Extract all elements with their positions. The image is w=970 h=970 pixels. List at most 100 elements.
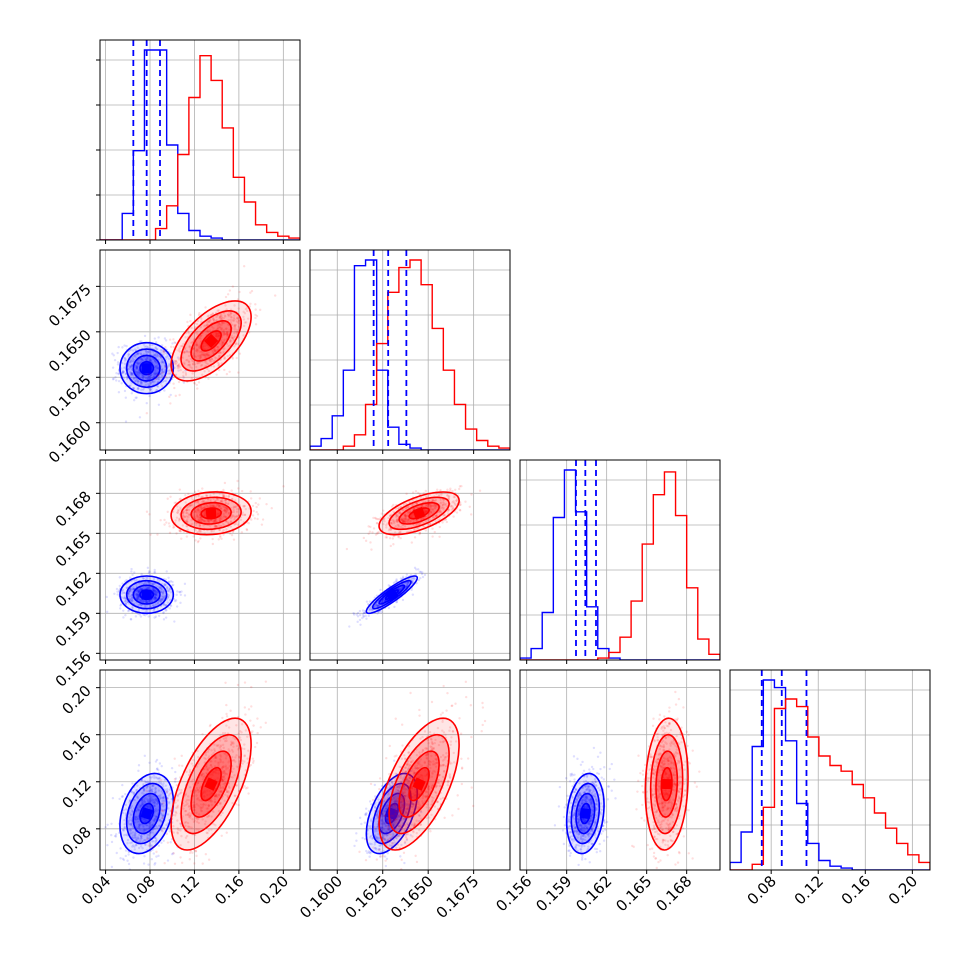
panel-frame-1-0 [99,249,301,451]
sample-point [235,515,239,518]
sample-point [136,351,139,355]
sample-point [217,309,220,312]
sample-point [244,507,247,511]
sample-point [368,609,371,612]
sample-point [424,520,428,523]
sample-point [161,360,164,364]
sample-point [187,505,191,508]
sample-point [137,589,141,593]
sample-point [202,353,205,357]
sample-point [137,846,141,850]
sample-point [137,603,140,607]
sample-point [424,489,428,493]
sample-point [115,379,118,382]
sample-point [208,329,212,332]
sample-point [154,590,158,594]
sample-point [160,372,163,375]
sample-point [219,317,223,321]
sample-point [157,377,160,381]
sample-point [204,353,207,356]
sample-point [164,784,168,787]
sample-point [129,822,132,826]
sample-point [159,797,162,800]
sample-point [435,513,439,516]
sample-point [411,504,414,507]
sample-point [153,590,156,593]
sample-point [124,849,128,852]
sample-point [427,505,430,508]
sample-point [213,518,216,521]
sample-point [151,588,155,591]
sample-point [146,609,149,612]
sample-point [150,823,153,827]
sample-point [188,345,191,348]
sample-point [203,353,206,356]
sample-point [242,318,246,321]
sample-point [388,527,391,530]
sample-point [146,586,149,589]
sample-point [231,336,234,340]
sample-point [147,833,150,837]
sample-point [223,332,226,335]
sample-point [234,330,237,333]
sample-point [129,813,133,816]
sample-point [215,524,219,528]
sample-point [214,771,218,775]
sample-point [160,369,164,372]
sample-point [152,819,156,823]
sample-point [184,371,188,375]
sample-point [153,596,157,599]
sample-point [168,369,172,373]
sample-point [199,807,203,810]
sample-point [194,501,198,504]
sample-point [141,840,144,843]
sample-point [391,518,395,522]
sample-point [453,495,457,499]
sample-point [140,582,143,585]
sample-point [204,354,207,357]
sample-point [168,362,171,366]
sample-point [202,345,205,348]
sample-point [127,355,130,358]
sample-point [403,513,407,517]
sample-point [137,596,140,599]
sample-point [189,786,192,789]
sample-point [186,320,189,324]
sample-point [164,355,167,359]
sample-point [426,504,429,508]
sample-point [216,498,220,501]
sample-point [135,364,138,368]
sample-point [172,345,176,349]
sample-point [231,285,235,288]
sample-point [193,862,196,865]
sample-point [238,322,241,325]
sample-point [187,332,191,335]
sample-point [224,516,228,519]
sample-point [196,540,200,544]
sample-point [389,521,393,525]
sample-point [141,801,144,804]
sample-point [156,366,160,370]
sample-point [195,854,198,858]
sample-point [197,529,201,533]
sample-point [129,829,133,832]
sample-point [377,604,380,607]
sample-point [179,345,183,348]
sample-point [114,833,118,836]
sample-point [154,788,157,792]
sample-point [207,314,210,317]
sample-point [183,351,186,354]
sample-point [136,387,139,391]
sample-point [368,600,372,603]
sample-point [216,346,220,349]
sample-point [195,341,198,344]
sample-point [439,502,442,505]
sample-point [392,581,396,585]
sample-point [156,602,159,606]
sample-point [201,500,205,503]
sample-point [401,575,405,579]
sample-point [220,343,223,346]
sample-point [133,798,136,802]
sample-point [435,514,438,518]
sample-point [153,359,157,363]
